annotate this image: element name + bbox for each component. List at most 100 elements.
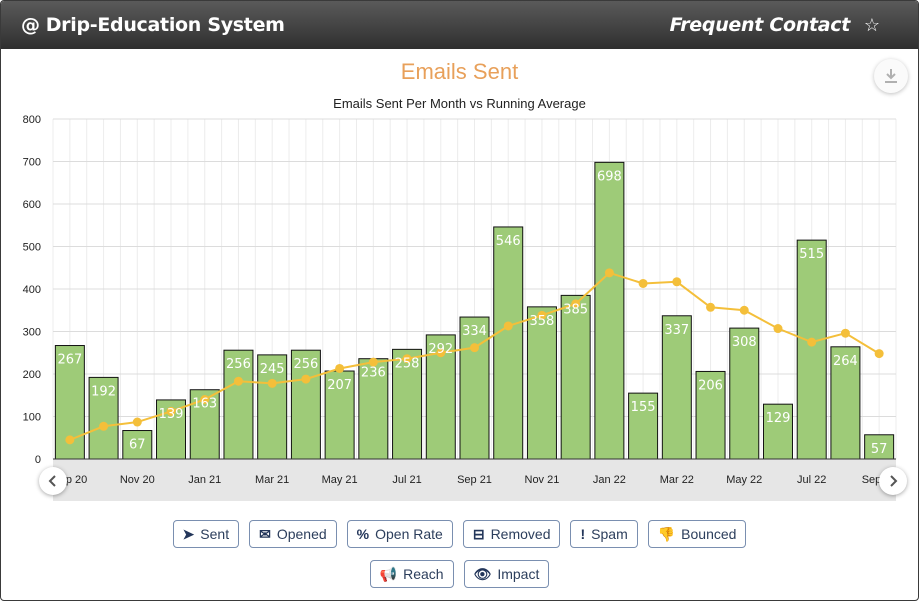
metric-buttons-row-1: ➤ Sent ✉ Opened % Open Rate ⊟ Removed ! Spam … [1,520,918,548]
bar-value-label: 206 [698,378,723,393]
x-tick-label: Jul 21 [392,474,421,486]
bar-value-label: 698 [597,169,622,184]
chevron-left-icon [48,475,56,487]
chart-subtitle: Emails Sent Per Month vs Running Average [333,96,586,111]
running-average-point [402,354,412,364]
x-tick-label: Jan 21 [188,474,221,486]
bounced-button[interactable]: 👎 Bounced [647,520,747,548]
scroll-right-button[interactable] [879,467,907,495]
sent-button[interactable]: ➤ Sent [172,520,240,548]
bar [122,430,153,460]
impact-button[interactable]: 👁 Impact [463,560,550,588]
reach-label: Reach [403,566,444,582]
bar-value-label: 385 [563,302,588,317]
bar-value-label: 236 [361,366,386,381]
context-title: Frequent Contact [669,14,851,36]
bar [392,348,423,460]
running-average-point [773,324,783,334]
minus-square-icon: ⊟ [472,525,485,542]
navigator-strip [53,459,896,501]
y-tick-label: 100 [23,412,41,424]
bar-value-label: 256 [226,357,251,372]
running-average-point [470,343,479,353]
download-button[interactable] [874,59,908,93]
removed-label: Removed [490,526,551,542]
bar [729,327,760,460]
running-average-point [874,349,884,359]
x-tick-label: Nov 20 [120,474,155,486]
spam-button[interactable]: ! Spam [570,520,638,548]
running-average-point [200,395,210,404]
bar-value-label: 515 [799,247,824,262]
y-tick-label: 600 [23,199,41,211]
bar [493,226,524,460]
x-tick-label: May 21 [322,474,358,486]
y-tick-label: 500 [23,242,41,254]
x-tick-label: Mar 21 [255,474,289,486]
paper-plane-icon: ➤ [182,525,195,542]
running-average-point [503,321,513,331]
running-average-point [571,299,581,309]
bar-value-label: 163 [192,397,217,412]
y-tick-label: 400 [23,284,41,296]
header-bar: @ Drip-Education System Frequent Contact … [1,1,918,49]
y-tick-label: 300 [23,327,41,339]
opened-label: Opened [276,526,327,542]
bar-value-label: 139 [159,407,184,422]
x-tick-label: Jul 22 [797,474,826,486]
running-average-point [537,310,547,320]
star-icon[interactable]: ☆ [863,15,880,35]
bar-value-label: 57 [871,442,888,457]
reach-button[interactable]: 📢 Reach [369,560,454,588]
bar-value-label: 258 [395,356,420,371]
brand-title: @ Drip-Education System [21,14,285,36]
bar-value-label: 67 [129,438,146,453]
bar-value-label: 358 [530,314,555,329]
bar [796,239,827,460]
emails-sent-chart: 0 100 200 300 400 500 600 700 800 267 192 67 139 163 2… [23,114,897,501]
percent-icon: % [356,526,370,542]
brand-name: Drip-Education System [45,14,285,36]
running-average-point [166,406,176,416]
running-average-point [436,348,446,358]
bar-value-label: 155 [631,400,656,415]
spam-label: Spam [591,526,628,542]
open-rate-button[interactable]: % Open Rate [346,520,453,548]
chart-title: Emails Sent [400,59,519,84]
download-icon [885,69,897,83]
scroll-left-button[interactable] [39,467,67,495]
running-average-point [739,305,749,315]
open-rate-label: Open Rate [375,526,443,542]
running-average-point [267,378,277,388]
running-average-point [368,357,378,367]
x-tick-label: Sep 21 [457,474,492,486]
running-average-point [807,337,817,347]
removed-button[interactable]: ⊟ Removed [462,520,561,548]
sent-label: Sent [200,526,230,542]
bar [257,354,288,460]
running-average-point [604,268,614,278]
exclamation-icon: ! [580,526,586,542]
envelope-open-icon: ✉ [259,525,271,542]
bar [560,294,591,460]
opened-button[interactable]: ✉ Opened [249,520,337,548]
running-average-point [706,302,716,312]
bar-value-label: 264 [833,354,858,369]
bar [864,434,895,460]
bar [290,349,321,460]
bar-value-label: 267 [57,353,82,368]
eye-icon: 👁 [473,565,492,582]
running-average-point [840,328,850,338]
brand-prefix: @ [21,14,40,36]
bar-value-label: 207 [327,378,352,393]
bar-value-label: 256 [293,357,318,372]
bar-value-label: 192 [91,384,116,399]
x-tick-label: Jan 22 [593,474,626,486]
bar [526,306,557,460]
bar-value-label: 308 [732,335,757,350]
bar-value-label: 129 [766,411,791,426]
bar [223,349,254,460]
running-average-point [335,363,345,373]
x-tick-label: May 22 [726,474,762,486]
running-average-point [65,435,75,445]
